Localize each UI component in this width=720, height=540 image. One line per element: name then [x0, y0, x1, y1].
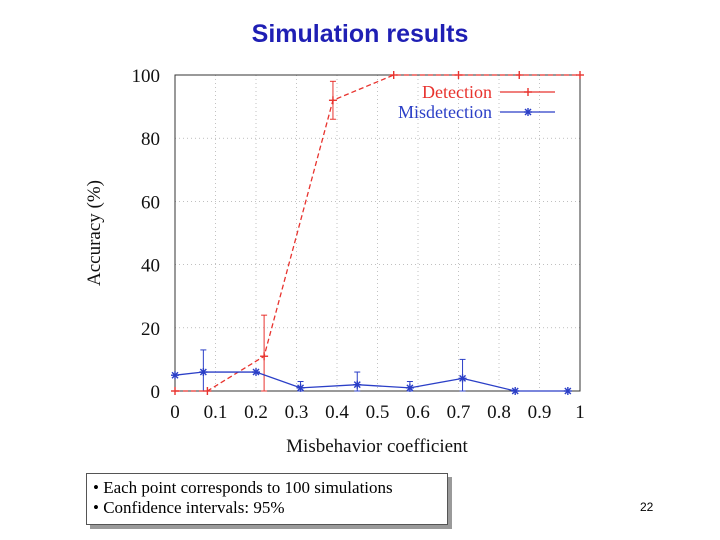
misdetection-data-point: [296, 383, 305, 392]
accuracy-chart: 0 20 40 60 80 100 0 0.1 0.2 0.3 0.4 0.5 0.6 0.7 0.8 0.9…: [84, 66, 585, 457]
detection-data-point: [328, 96, 337, 105]
misdetection-data-point: [353, 380, 362, 389]
misdetection-data-point: [511, 387, 520, 395]
legend-label: Detection: [422, 82, 492, 102]
y-tick-label: 20: [141, 319, 160, 340]
misdetection-data-point: [458, 374, 467, 383]
note-line-1: • Each point corresponds to 100 simulati…: [93, 478, 393, 497]
x-tick-label: 0.5: [366, 402, 390, 423]
x-tick-label: 0: [170, 402, 180, 423]
detection-data-point: [260, 352, 269, 361]
x-tick-label: 0.2: [244, 402, 268, 423]
x-tick-label: 0.9: [528, 402, 552, 423]
y-tick-label: 60: [141, 192, 160, 213]
y-axis-label: Accuracy (%): [84, 180, 105, 286]
legend-label: Misdetection: [398, 102, 492, 122]
y-tick-label: 0: [151, 382, 161, 403]
misdetection-data-point: [171, 371, 179, 380]
x-tick-label: 0.1: [204, 402, 228, 423]
y-tick-label: 40: [141, 256, 160, 277]
x-tick-label: 0.8: [487, 402, 511, 423]
page-number: 22: [640, 500, 654, 514]
plot-frame: [174, 74, 581, 392]
detection-data-point: [576, 71, 584, 79]
legend-marker: [524, 88, 532, 96]
legend-marker: [524, 108, 532, 116]
detection-series-line: [175, 74, 580, 392]
detection-data-point: [454, 71, 463, 79]
detection-data-point: [515, 71, 524, 79]
x-tick-label: 0.4: [325, 402, 349, 423]
misdetection-data-point: [252, 368, 260, 377]
detection-data-point: [171, 387, 179, 395]
misdetection-data-point: [405, 383, 414, 392]
x-tick-label: 1: [575, 402, 585, 423]
misdetection-data-point: [199, 368, 208, 377]
y-tick-label: 80: [141, 129, 160, 150]
misdetection-series-line: [174, 371, 568, 392]
slide-title: Simulation results: [251, 20, 469, 48]
misdetection-data-point: [563, 387, 572, 395]
x-tick-label: 0.6: [406, 402, 430, 423]
x-tick-label: 0.3: [285, 402, 309, 423]
x-axis-label: Misbehavior coefficient: [286, 436, 468, 457]
x-tick-label: 0.7: [447, 402, 471, 423]
note-line-2: • Confidence intervals: 95%: [93, 498, 285, 517]
detection-data-point: [203, 387, 212, 395]
detection-data-point: [389, 71, 398, 79]
notes-box: • Each point corresponds to 100 simulati…: [86, 473, 448, 525]
y-tick-label: 100: [132, 66, 161, 87]
